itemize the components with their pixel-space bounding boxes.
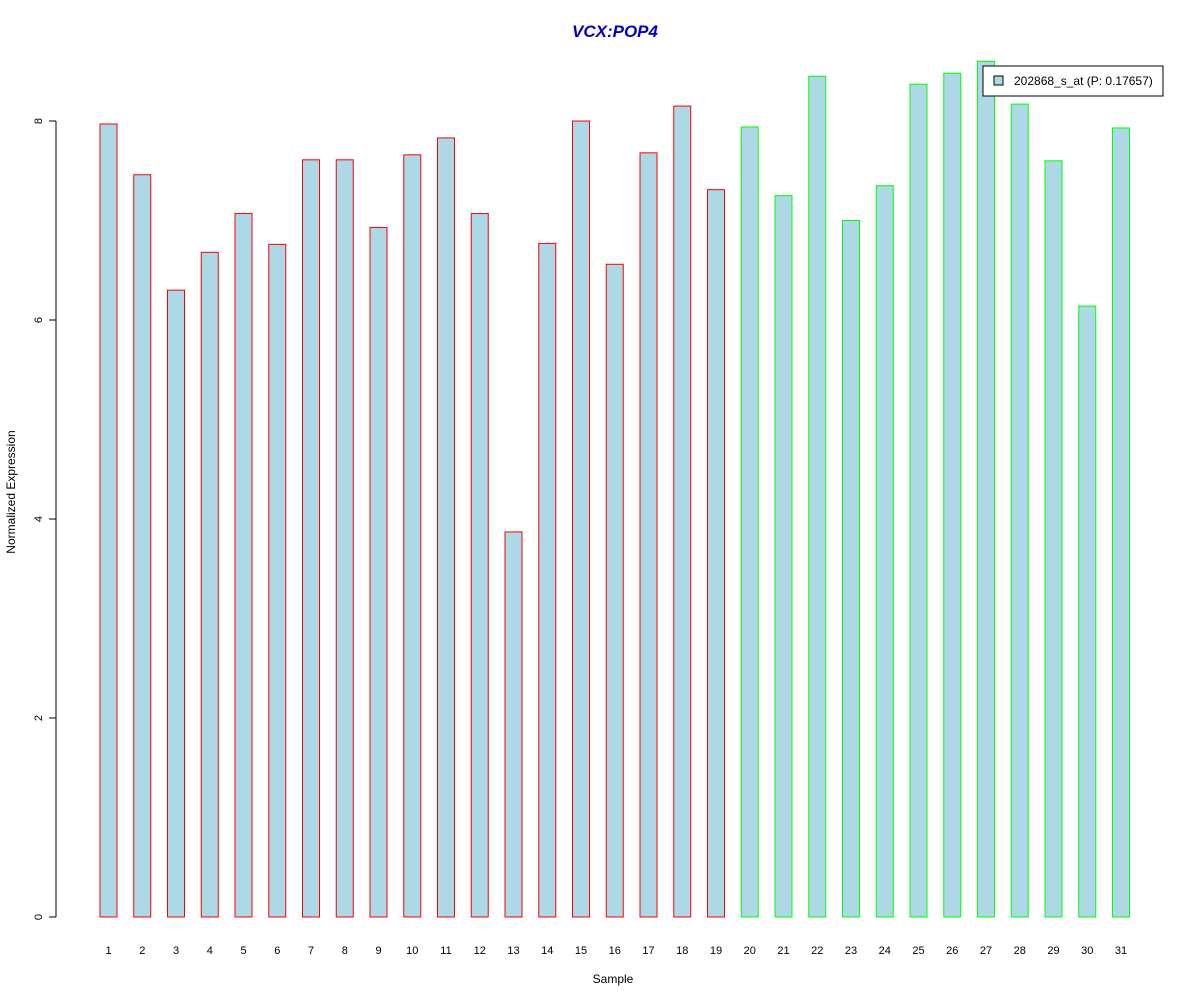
bar-sample-12 bbox=[470, 213, 489, 918]
bar-sample-9 bbox=[369, 226, 388, 918]
bar-sample-14 bbox=[538, 242, 557, 918]
bar-sample-10 bbox=[403, 154, 422, 918]
x-tick-label: 29 bbox=[1047, 945, 1059, 957]
bar-sample-25 bbox=[909, 83, 928, 918]
x-tick-label: 10 bbox=[406, 945, 418, 957]
y-tick-label: 0 bbox=[33, 914, 45, 920]
bar-sample-15 bbox=[572, 120, 590, 918]
x-tick-label: 31 bbox=[1115, 945, 1127, 957]
x-tick-label: 22 bbox=[811, 945, 823, 957]
x-tick-label: 17 bbox=[642, 945, 654, 957]
x-tick-label: 15 bbox=[575, 945, 587, 957]
x-tick-label: 26 bbox=[946, 945, 958, 957]
x-tick-label: 14 bbox=[541, 945, 553, 957]
legend: 202868_s_at (P: 0.17657) bbox=[982, 65, 1164, 97]
x-tick-label: 28 bbox=[1014, 945, 1026, 957]
x-tick-label: 25 bbox=[912, 945, 924, 957]
y-tick-label: 4 bbox=[33, 516, 45, 522]
bar-sample-2 bbox=[133, 174, 152, 918]
x-tick-label: 20 bbox=[744, 945, 756, 957]
legend-box bbox=[982, 65, 1164, 97]
x-tick-label: 23 bbox=[845, 945, 857, 957]
x-tick-label: 12 bbox=[474, 945, 486, 957]
bar-sample-5 bbox=[234, 213, 253, 918]
bar-sample-8 bbox=[335, 159, 354, 918]
y-tick-label: 6 bbox=[33, 317, 45, 323]
bar-sample-11 bbox=[437, 137, 455, 918]
y-tick-label: 2 bbox=[33, 715, 45, 721]
x-tick-labels: 1 2 3 4 5 6 7 8 9 10 11 12 13 14 15 16 17 18 19 20 21 22 23 24 2… bbox=[105, 945, 1127, 957]
bar-sample-31 bbox=[1112, 127, 1130, 918]
x-tick-label: 9 bbox=[375, 945, 381, 957]
bar-sample-4 bbox=[200, 251, 219, 918]
legend-label: 202868_s_at (P: 0.17657) bbox=[1014, 74, 1153, 88]
bars-group bbox=[99, 60, 1130, 918]
bar-sample-19 bbox=[707, 189, 725, 918]
bar-sample-20 bbox=[740, 126, 759, 918]
x-tick-label: 27 bbox=[980, 945, 992, 957]
x-tick-label: 11 bbox=[440, 945, 451, 957]
x-axis-title: Sample bbox=[593, 972, 634, 986]
x-tick-label: 7 bbox=[308, 945, 314, 957]
bar-sample-22 bbox=[808, 75, 827, 918]
bar-sample-18 bbox=[673, 105, 692, 918]
bar-sample-16 bbox=[605, 263, 624, 918]
x-tick-label: 5 bbox=[240, 945, 246, 957]
x-tick-label: 1 bbox=[105, 945, 111, 957]
y-axis: 0 2 4 6 8 bbox=[33, 118, 57, 920]
y-axis-title: Normalized Expression bbox=[4, 430, 18, 553]
bar-sample-1 bbox=[99, 123, 118, 918]
x-tick-label: 8 bbox=[342, 945, 348, 957]
x-tick-label: 2 bbox=[139, 945, 145, 957]
x-tick-label: 3 bbox=[173, 945, 179, 957]
bar-sample-26 bbox=[943, 72, 962, 918]
bar-sample-7 bbox=[302, 159, 320, 918]
x-tick-label: 30 bbox=[1081, 945, 1093, 957]
bar-sample-23 bbox=[842, 220, 860, 918]
x-tick-label: 4 bbox=[207, 945, 213, 957]
bar-sample-6 bbox=[268, 243, 287, 918]
x-tick-label: 24 bbox=[879, 945, 891, 957]
bar-sample-27 bbox=[977, 60, 995, 918]
bar-sample-13 bbox=[504, 531, 523, 918]
chart-title: VCX:POP4 bbox=[572, 22, 659, 41]
x-tick-label: 19 bbox=[710, 945, 722, 957]
bar-sample-3 bbox=[167, 289, 185, 918]
x-tick-label: 6 bbox=[274, 945, 280, 957]
bar-sample-21 bbox=[774, 195, 793, 918]
x-tick-label: 13 bbox=[507, 945, 519, 957]
x-tick-label: 18 bbox=[676, 945, 688, 957]
y-tick-label: 8 bbox=[33, 118, 45, 124]
bar-sample-29 bbox=[1044, 160, 1063, 918]
bar-sample-17 bbox=[639, 152, 658, 918]
bar-sample-24 bbox=[875, 185, 894, 918]
bar-sample-30 bbox=[1078, 305, 1097, 918]
legend-swatch bbox=[993, 75, 1004, 86]
bar-sample-28 bbox=[1010, 103, 1029, 918]
x-tick-label: 16 bbox=[609, 945, 621, 957]
x-tick-label: 21 bbox=[777, 945, 789, 957]
